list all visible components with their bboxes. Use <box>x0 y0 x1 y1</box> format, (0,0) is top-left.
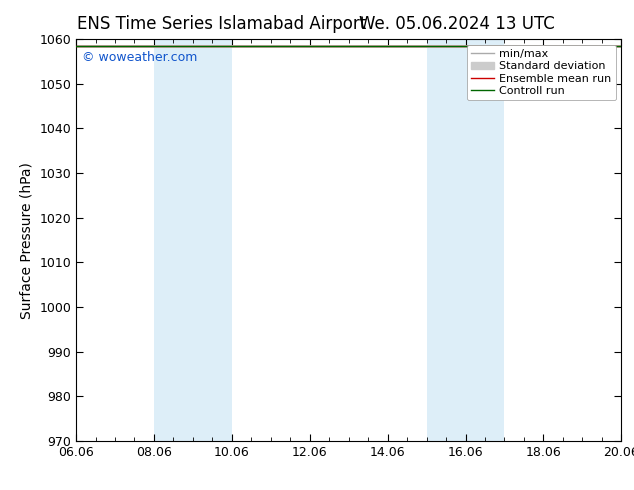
Text: © woweather.com: © woweather.com <box>82 51 197 64</box>
Text: We. 05.06.2024 13 UTC: We. 05.06.2024 13 UTC <box>359 15 554 33</box>
Legend: min/max, Standard deviation, Ensemble mean run, Controll run: min/max, Standard deviation, Ensemble me… <box>467 45 616 100</box>
Bar <box>154 39 232 441</box>
Text: ENS Time Series Islamabad Airport: ENS Time Series Islamabad Airport <box>77 15 366 33</box>
Y-axis label: Surface Pressure (hPa): Surface Pressure (hPa) <box>20 162 34 318</box>
Bar <box>427 39 505 441</box>
